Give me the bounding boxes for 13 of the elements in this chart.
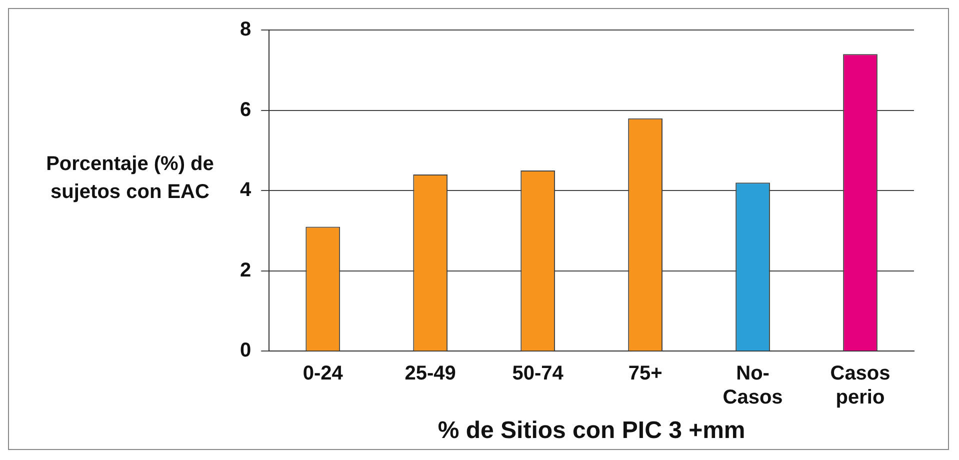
x-axis-title: % de Sitios con PIC 3 +mm <box>438 417 746 444</box>
y-axis-title: Porcentaje (%) de sujetos con EAC <box>45 152 215 205</box>
x-tick-label: No-Casos <box>722 362 783 409</box>
x-tick-label: 0-24 <box>302 362 344 385</box>
x-tick-label: 50-74 <box>512 362 564 385</box>
y-tick-label: 2 <box>240 259 252 282</box>
x-tick-label: Casos perio <box>830 362 890 409</box>
y-tick-label: 8 <box>240 18 252 41</box>
x-tick-label: 25-49 <box>404 362 456 385</box>
y-tick-label: 6 <box>240 98 252 121</box>
y-tick-label: 0 <box>240 340 252 362</box>
x-tick-label: 75+ <box>628 362 662 385</box>
y-tick-label: 4 <box>240 179 252 202</box>
